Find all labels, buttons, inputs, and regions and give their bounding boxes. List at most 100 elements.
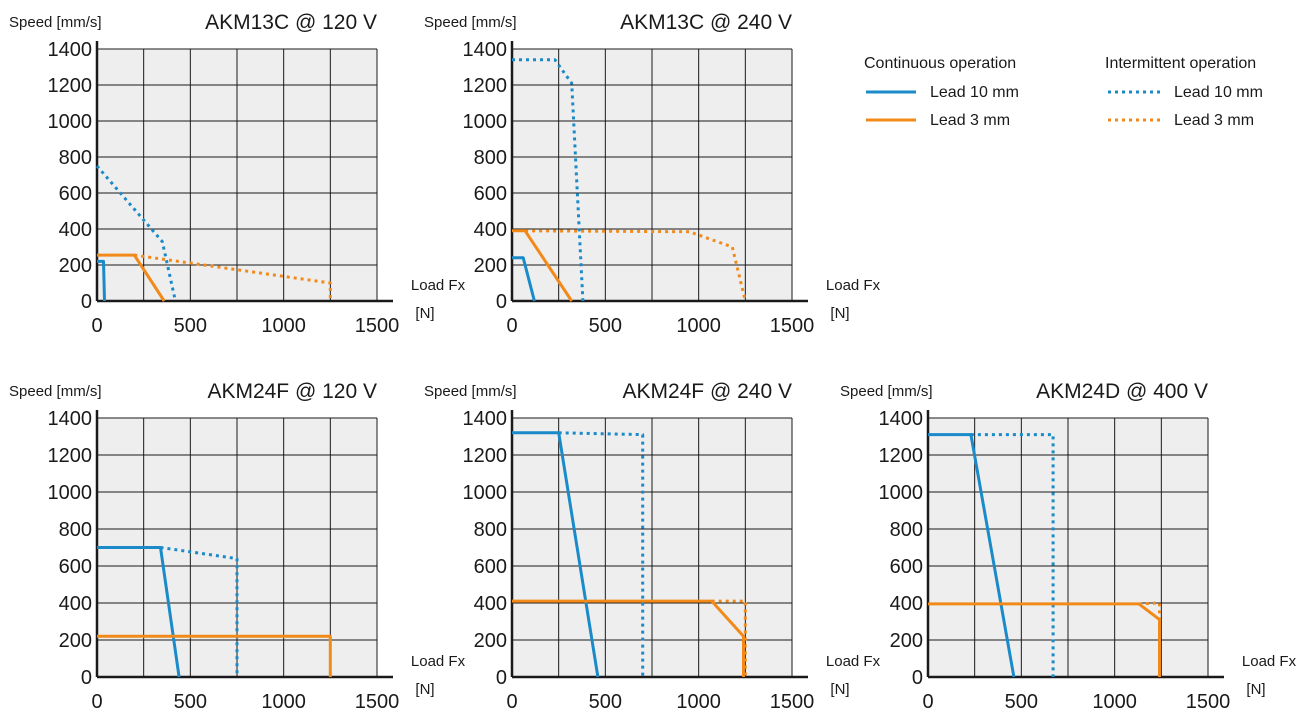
x-tick-label: 0 (922, 691, 933, 708)
y-tick-label: 800 (474, 147, 507, 169)
x-axis-title: Load Fx (411, 653, 466, 670)
x-axis-title: Load Fx (826, 653, 881, 670)
series-line-lead10-continuous (97, 546, 181, 678)
chart-panel-1: 0 200 400 600 800 1000 1200 1400 0 500 1000 1500 Spe… (9, 11, 466, 337)
x-axis-unit: [N] (415, 681, 434, 698)
y-tick-label: 0 (496, 667, 507, 689)
y-tick-label: 1000 (463, 111, 508, 133)
chart-title: AKM13C @ 240 V (620, 11, 792, 34)
x-tick-label: 500 (589, 691, 622, 708)
series-line-lead10-continuous (928, 433, 1016, 678)
x-tick-label: 1500 (355, 315, 400, 337)
y-axis-title: Speed [mm/s] (424, 14, 517, 31)
y-tick-label: 1400 (879, 408, 924, 430)
legend-lead10-continuous-label: Lead 10 mm (930, 84, 1019, 101)
series-line-lead3-intermittent (711, 599, 747, 677)
y-tick-label: 800 (59, 147, 92, 169)
x-tick-label: 500 (589, 315, 622, 337)
y-tick-label: 1000 (48, 482, 93, 504)
y-axis-title: Speed [mm/s] (424, 383, 517, 400)
y-tick-label: 1000 (48, 111, 93, 133)
legend: Continuous operation Intermittent operat… (864, 55, 1263, 129)
legend-intermittent-heading: Intermittent operation (1105, 55, 1256, 72)
y-tick-label: 1000 (879, 482, 924, 504)
x-tick-label: 1000 (676, 315, 721, 337)
y-tick-label: 600 (59, 556, 92, 578)
x-axis-title: Load Fx (411, 277, 466, 294)
x-axis-unit: [N] (830, 305, 849, 322)
y-tick-label: 1200 (48, 75, 93, 97)
x-tick-label: 500 (174, 691, 207, 708)
chart-title: AKM13C @ 120 V (205, 11, 377, 34)
x-axis-unit: [N] (1246, 681, 1265, 698)
y-tick-label: 400 (59, 219, 92, 241)
chart-panel-2: 0 200 400 600 800 1000 1200 1400 0 500 1000 1500 Spe… (424, 11, 881, 337)
series-line-lead10-continuous (512, 256, 536, 302)
x-axis-title: Load Fx (826, 277, 881, 294)
series-line-lead3-continuous (512, 599, 745, 677)
chart-panel-3: 0 200 400 600 800 1000 1200 1400 0 500 1000 1500 Spe… (9, 380, 466, 708)
series-line-lead3-intermittent (134, 253, 332, 301)
y-tick-label: 800 (474, 519, 507, 541)
x-tick-label: 1500 (355, 691, 400, 708)
x-tick-label: 500 (174, 315, 207, 337)
x-axis-title: Load Fx (1242, 653, 1297, 670)
y-tick-label: 0 (912, 667, 923, 689)
y-tick-label: 0 (496, 291, 507, 313)
x-axis-unit: [N] (415, 305, 434, 322)
y-tick-label: 1200 (879, 445, 924, 467)
y-tick-label: 200 (59, 630, 92, 652)
chart-panel-5: 0 200 400 600 800 1000 1200 1400 0 500 1000 1500 Spe… (840, 380, 1297, 708)
series-line-lead10-continuous (512, 431, 600, 678)
y-tick-label: 200 (59, 255, 92, 277)
chart-panels: 0 200 400 600 800 1000 1200 1400 0 500 1000 1500 Spe… (9, 11, 1297, 708)
series-line-lead10-intermittent (558, 431, 645, 677)
y-axis-title: Speed [mm/s] (840, 383, 933, 400)
y-tick-label: 400 (474, 593, 507, 615)
x-tick-label: 1000 (676, 691, 721, 708)
y-tick-label: 1000 (463, 482, 508, 504)
chart-panel-4: 0 200 400 600 800 1000 1200 1400 0 500 1000 1500 Spe… (424, 380, 881, 708)
x-tick-label: 0 (506, 315, 517, 337)
x-axis-unit: [N] (830, 681, 849, 698)
x-tick-label: 1000 (1092, 691, 1137, 708)
y-tick-label: 400 (59, 593, 92, 615)
y-tick-label: 0 (81, 291, 92, 313)
x-tick-label: 1500 (770, 691, 815, 708)
y-tick-label: 1400 (48, 408, 93, 430)
x-tick-label: 1500 (770, 315, 815, 337)
y-tick-label: 200 (474, 630, 507, 652)
x-tick-label: 1000 (261, 691, 306, 708)
y-tick-label: 1400 (463, 408, 508, 430)
x-tick-label: 1000 (261, 315, 306, 337)
y-tick-label: 600 (59, 183, 92, 205)
chart-title: AKM24D @ 400 V (1036, 380, 1208, 403)
y-tick-label: 1200 (463, 75, 508, 97)
legend-lead3-continuous-label: Lead 3 mm (930, 112, 1010, 129)
y-tick-label: 0 (81, 667, 92, 689)
legend-continuous-heading: Continuous operation (864, 55, 1016, 72)
series-line-lead10-intermittent (95, 165, 177, 302)
y-tick-label: 800 (890, 519, 923, 541)
series-line-lead3-continuous (97, 634, 332, 677)
y-tick-label: 600 (890, 556, 923, 578)
series-line-lead10-intermittent (512, 58, 585, 302)
x-tick-label: 0 (91, 691, 102, 708)
y-tick-label: 800 (59, 519, 92, 541)
chart-title: AKM24F @ 240 V (622, 380, 792, 403)
x-tick-label: 0 (91, 315, 102, 337)
y-tick-label: 600 (474, 556, 507, 578)
y-tick-label: 1400 (48, 39, 93, 61)
y-tick-label: 400 (890, 593, 923, 615)
x-tick-label: 1500 (1186, 691, 1231, 708)
y-axis-title: Speed [mm/s] (9, 383, 102, 400)
y-tick-label: 600 (474, 183, 507, 205)
y-tick-label: 200 (890, 630, 923, 652)
y-tick-label: 1200 (463, 445, 508, 467)
x-tick-label: 500 (1005, 691, 1038, 708)
series-line-lead3-continuous (928, 602, 1161, 677)
y-axis-title: Speed [mm/s] (9, 14, 102, 31)
series-line-lead3-continuous (512, 229, 573, 302)
series-line-lead10-continuous (97, 259, 106, 302)
